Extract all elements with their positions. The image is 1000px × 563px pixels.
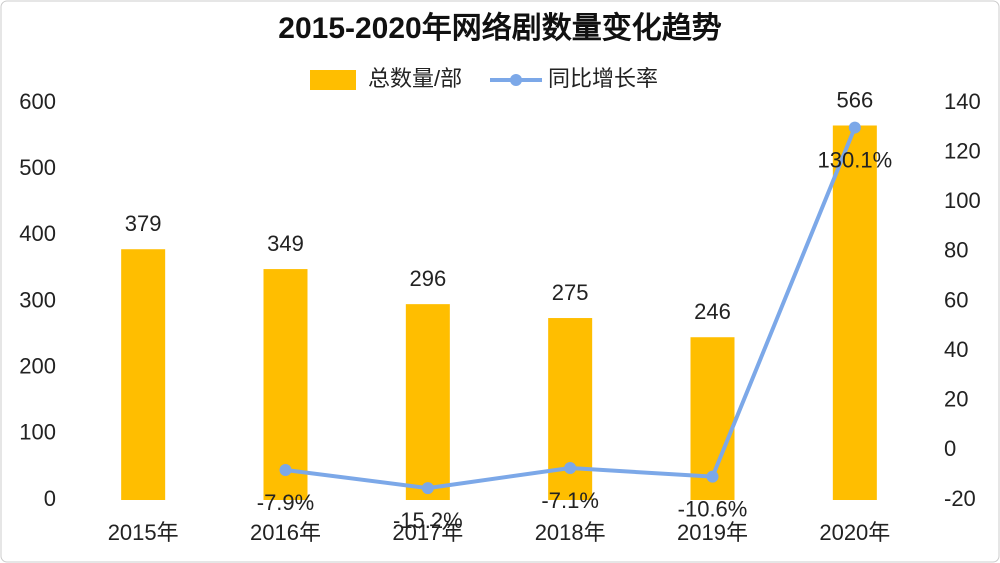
y2-tick-label: 100: [944, 188, 981, 213]
y-tick-label: 400: [19, 221, 56, 246]
x-tick-label: 2019年: [677, 520, 748, 545]
y2-tick-label: 40: [944, 337, 968, 362]
y2-tick-label: 140: [944, 89, 981, 114]
line-marker: [564, 461, 577, 474]
line-marker: [279, 463, 292, 476]
line-marker: [848, 121, 861, 134]
y-tick-label: 600: [19, 89, 56, 114]
legend-swatch: [310, 70, 356, 90]
x-tick-label: 2018年: [535, 520, 606, 545]
y2-tick-label: 60: [944, 287, 968, 312]
y-tick-label: 200: [19, 353, 56, 378]
legend-label: 总数量/部: [368, 66, 462, 91]
y2-tick-label: 120: [944, 138, 981, 163]
line-value-label: -7.1%: [541, 488, 598, 513]
bar: [832, 125, 877, 500]
x-tick-label: 2016年: [250, 520, 321, 545]
x-tick-label: 2015年: [108, 520, 179, 545]
legend-marker: [510, 74, 522, 86]
bar-value-label: 296: [409, 266, 446, 291]
y-tick-label: 0: [44, 486, 56, 511]
y2-tick-label: 20: [944, 387, 968, 412]
bar: [405, 304, 450, 500]
x-tick-label: 2017年: [392, 520, 463, 545]
bar-value-label: 379: [125, 211, 162, 236]
line-value-label: -7.9%: [257, 490, 314, 515]
y2-tick-label: -20: [944, 486, 976, 511]
line-value-label: 130.1%: [818, 147, 893, 172]
y-tick-label: 500: [19, 155, 56, 180]
x-tick-label: 2020年: [819, 520, 890, 545]
line-value-label: -10.6%: [678, 496, 748, 521]
line-marker: [421, 482, 434, 495]
bar: [121, 249, 166, 500]
line-marker: [706, 470, 719, 483]
y-tick-label: 300: [19, 287, 56, 312]
y2-tick-label: 80: [944, 238, 968, 263]
bar-value-label: 246: [694, 299, 731, 324]
line-value-label: -15.2%: [393, 508, 463, 533]
bar: [263, 269, 308, 500]
chart-title: 2015-2020年网络剧数量变化趋势: [278, 11, 721, 45]
legend-label: 同比增长率: [548, 66, 658, 91]
y2-tick-label: 0: [944, 436, 956, 461]
bar-value-label: 349: [267, 231, 304, 256]
bar-value-label: 275: [552, 280, 589, 305]
bar-value-label: 566: [836, 87, 873, 112]
y-tick-label: 100: [19, 420, 56, 445]
